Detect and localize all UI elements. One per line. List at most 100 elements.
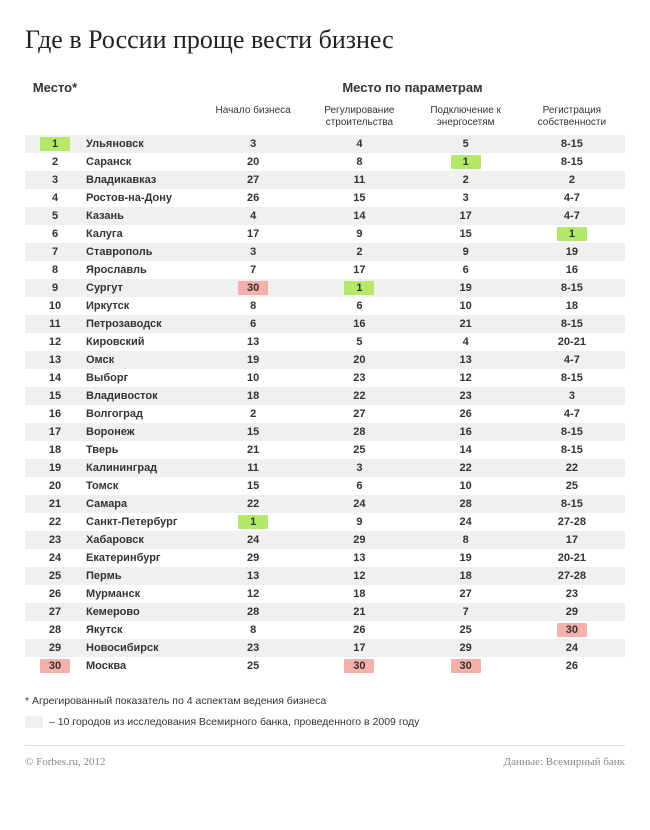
cell-value: 29	[306, 532, 412, 548]
cell-value: 14	[306, 208, 412, 224]
cell-rank: 29	[25, 640, 85, 656]
cell-value: 30	[519, 622, 625, 638]
cell-value: 21	[413, 316, 519, 332]
cell-rank: 8	[25, 262, 85, 278]
cell-rank: 12	[25, 334, 85, 350]
cell-value: 28	[306, 424, 412, 440]
subheader-col-3: Подключение к энергосетям	[413, 105, 519, 129]
subheader-col-1: Начало бизнеса	[200, 105, 306, 129]
cell-value: 29	[413, 640, 519, 656]
cell-value: 16	[306, 316, 412, 332]
table-row: 19Калининград1132222	[25, 459, 625, 477]
cell-value: 23	[519, 586, 625, 602]
legend-swatch	[25, 716, 43, 728]
cell-value: 25	[519, 478, 625, 494]
cell-value: 4	[200, 208, 306, 224]
cell-city: Петрозаводск	[85, 317, 200, 331]
table-row: 18Тверь2125148-15	[25, 441, 625, 459]
cell-value: 4	[413, 334, 519, 350]
cell-city: Тверь	[85, 443, 200, 457]
cell-value: 10	[413, 478, 519, 494]
cell-rank: 11	[25, 316, 85, 332]
cell-value: 1	[413, 154, 519, 170]
table-subheader-row: Начало бизнеса Регулирование строительст…	[25, 105, 625, 135]
cell-city: Владикавказ	[85, 173, 200, 187]
cell-value: 29	[519, 604, 625, 620]
cell-value: 8-15	[519, 496, 625, 512]
cell-value: 24	[413, 514, 519, 530]
cell-rank: 23	[25, 532, 85, 548]
cell-rank: 14	[25, 370, 85, 386]
cell-value: 8-15	[519, 316, 625, 332]
cell-value: 27	[413, 586, 519, 602]
cell-rank: 9	[25, 280, 85, 296]
cell-city: Кемерово	[85, 605, 200, 619]
legend-row: – 10 городов из исследования Всемирного …	[25, 714, 625, 731]
subheader-city	[85, 105, 200, 129]
cell-rank: 27	[25, 604, 85, 620]
cell-value: 23	[200, 640, 306, 656]
cell-value: 20	[200, 154, 306, 170]
cell-rank: 13	[25, 352, 85, 368]
cell-value: 22	[200, 496, 306, 512]
cell-value: 2	[413, 172, 519, 188]
cell-value: 20-21	[519, 334, 625, 350]
cell-value: 22	[413, 460, 519, 476]
ranking-table-page: Где в России проще вести бизнес Место* М…	[0, 0, 650, 783]
cell-value: 12	[200, 586, 306, 602]
cell-value: 1	[519, 226, 625, 242]
cell-value: 8	[306, 154, 412, 170]
cell-rank: 5	[25, 208, 85, 224]
cell-city: Новосибирск	[85, 641, 200, 655]
cell-value: 21	[200, 442, 306, 458]
cell-value: 30	[413, 658, 519, 674]
cell-city: Ульяновск	[85, 137, 200, 151]
cell-value: 8	[413, 532, 519, 548]
cell-rank: 30	[25, 658, 85, 674]
cell-value: 22	[306, 388, 412, 404]
cell-city: Москва	[85, 659, 200, 673]
cell-value: 30	[306, 658, 412, 674]
cell-value: 2	[519, 172, 625, 188]
cell-city: Сургут	[85, 281, 200, 295]
cell-value: 26	[306, 622, 412, 638]
subheader-col-2: Регулирование строительства	[306, 105, 412, 129]
cell-value: 20-21	[519, 550, 625, 566]
cell-city: Екатеринбург	[85, 551, 200, 565]
cell-value: 19	[413, 280, 519, 296]
cell-value: 21	[306, 604, 412, 620]
table-row: 23Хабаровск2429817	[25, 531, 625, 549]
cell-value: 26	[200, 190, 306, 206]
header-rank: Место*	[25, 80, 85, 95]
table-row: 4Ростов-на-Дону261534-7	[25, 189, 625, 207]
table-row: 7Ставрополь32919	[25, 243, 625, 261]
cell-value: 13	[200, 334, 306, 350]
cell-value: 25	[413, 622, 519, 638]
cell-rank: 17	[25, 424, 85, 440]
cell-city: Владивосток	[85, 389, 200, 403]
table-row: 24Екатеринбург29131920-21	[25, 549, 625, 567]
cell-value: 15	[413, 226, 519, 242]
table-row: 16Волгоград227264-7	[25, 405, 625, 423]
table-row: 26Мурманск12182723	[25, 585, 625, 603]
credit-right: Данные: Всемирный банк	[504, 756, 625, 768]
cell-value: 13	[306, 550, 412, 566]
cell-city: Саранск	[85, 155, 200, 169]
table-row: 13Омск1920134-7	[25, 351, 625, 369]
table-row: 1Ульяновск3458-15	[25, 135, 625, 153]
cell-rank: 22	[25, 514, 85, 530]
cell-value: 8-15	[519, 154, 625, 170]
cell-value: 12	[413, 370, 519, 386]
cell-rank: 28	[25, 622, 85, 638]
cell-city: Ярославль	[85, 263, 200, 277]
cell-value: 8-15	[519, 370, 625, 386]
cell-value: 10	[200, 370, 306, 386]
table-row: 6Калуга179151	[25, 225, 625, 243]
cell-value: 15	[200, 424, 306, 440]
cell-value: 18	[519, 298, 625, 314]
cell-value: 24	[200, 532, 306, 548]
cell-value: 8-15	[519, 424, 625, 440]
cell-rank: 24	[25, 550, 85, 566]
cell-value: 10	[413, 298, 519, 314]
table-row: 9Сургут301198-15	[25, 279, 625, 297]
